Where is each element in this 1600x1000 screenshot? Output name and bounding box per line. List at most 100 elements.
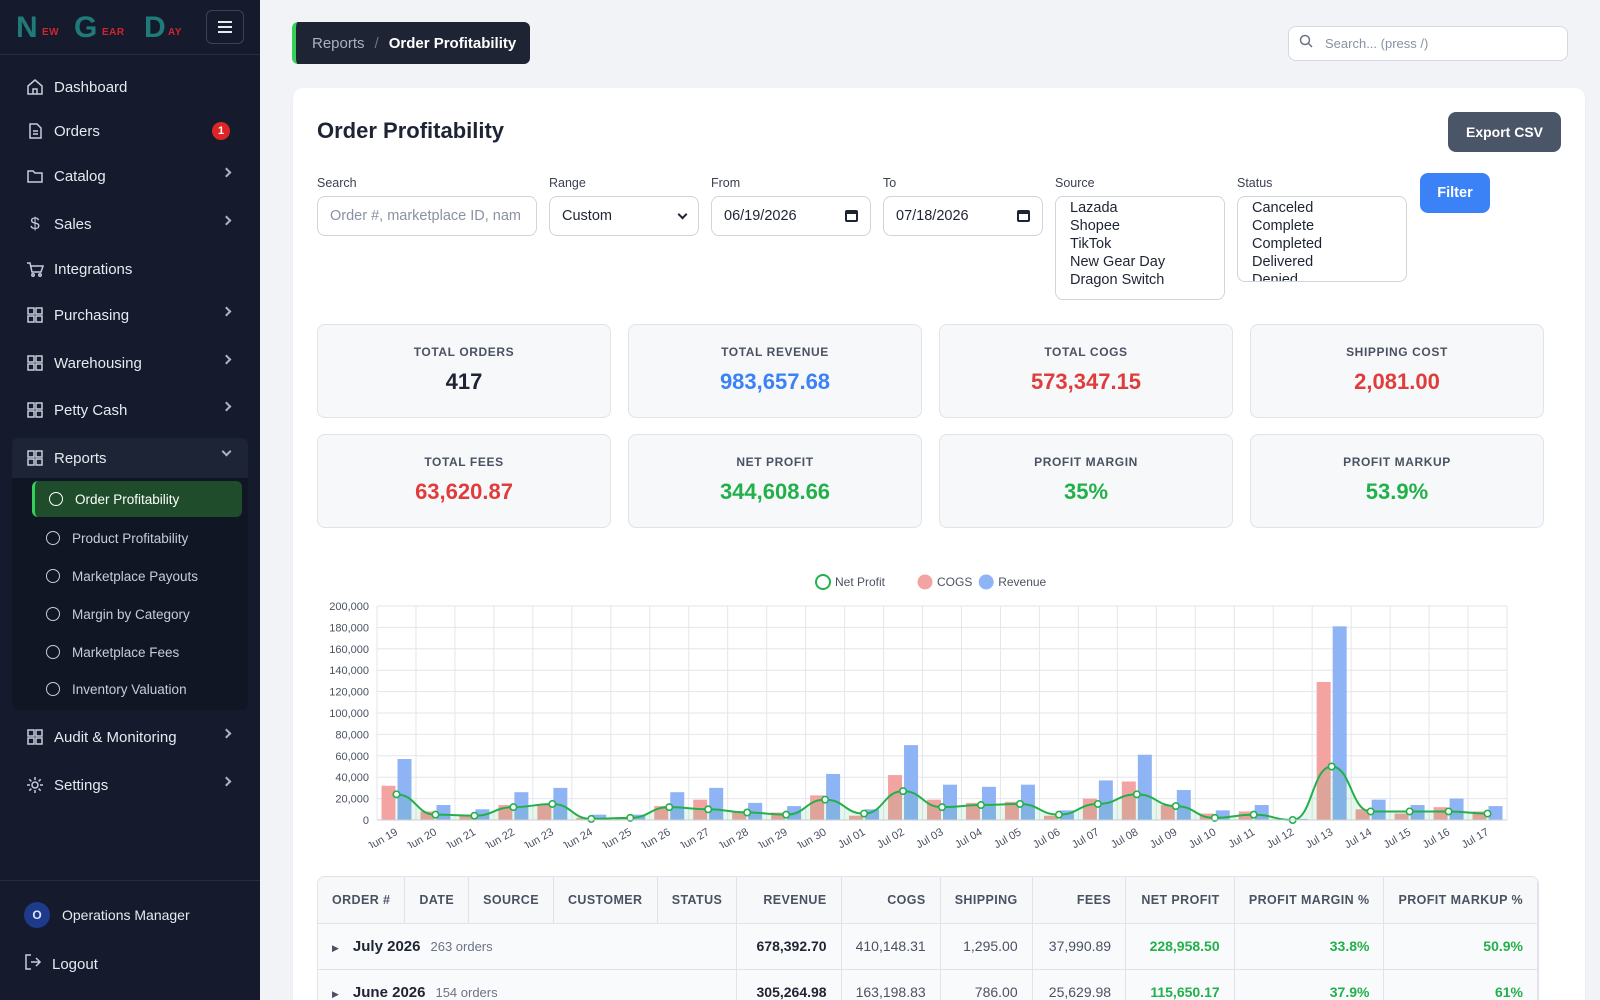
kpi-total-fees: TOTAL FEES 63,620.87 [317,434,611,528]
kpi-label: TOTAL ORDERS [413,345,515,359]
source-option[interactable]: Lazada [1070,200,1118,216]
col-profit-markup[interactable]: PROFIT MARKUP % [1383,877,1538,924]
col-source[interactable]: SOURCE [468,877,554,924]
calendar-icon[interactable] [845,210,858,222]
net-profit-point [626,813,635,822]
search-icon [1299,34,1313,53]
col-net-profit[interactable]: NET PROFIT [1125,877,1235,924]
sidebar-item-purchasing[interactable]: Purchasing [12,295,248,335]
sidebar-item-reports[interactable]: Reports [12,438,248,478]
circle-icon [46,569,60,583]
status-option[interactable]: Denied [1252,272,1298,282]
global-search-input[interactable] [1325,36,1545,51]
source-label: Source [1055,176,1095,190]
folder-icon [26,167,44,185]
to-date-input[interactable]: 07/18/2026 [883,196,1043,236]
x-tick-label: Jul 08 [1109,826,1140,848]
source-option[interactable]: Shopee [1070,218,1120,234]
x-tick-label: Jul 05 [992,826,1023,848]
status-option[interactable]: Completed [1252,236,1323,252]
col-profit-margin[interactable]: PROFIT MARGIN % [1234,877,1385,924]
bar-revenue [709,787,724,820]
orders-table: ORDER # DATE SOURCE CUSTOMER STATUS REVE… [317,876,1539,1000]
expand-triangle-icon[interactable]: ▶ [332,942,339,953]
submenu-item-product-profitability[interactable]: Product Profitability [32,520,242,556]
bar-revenue [748,802,763,820]
user-profile[interactable]: O Operations Manager [24,902,190,928]
kpi-value: 983,657.68 [719,369,831,394]
net-profit-point [976,801,985,810]
x-tick-label: Jul 03 [914,826,945,848]
legend-label: COGS [937,575,972,589]
kpi-value: 35% [1063,479,1109,504]
net-profit-point [1054,810,1063,819]
table-group-row[interactable]: ▶ July 2026 263 orders 678,392.70 410,148.… [318,923,1538,970]
cell-fees: 25,629.98 [1032,969,1127,1000]
net-profit-point [704,805,713,814]
logout-link[interactable]: Logout [24,953,98,975]
from-date-value: 06/19/2026 [724,208,797,224]
sidebar-item-integrations[interactable]: Integrations [12,249,248,289]
net-profit-point [821,795,830,804]
status-option[interactable]: Complete [1252,218,1315,234]
y-tick-label: 160,000 [329,644,369,656]
from-date-input[interactable]: 06/19/2026 [711,196,871,236]
col-customer[interactable]: CUSTOMER [553,877,658,924]
sidebar-item-label: Catalog [54,167,106,185]
bar-revenue [1332,626,1347,820]
col-revenue[interactable]: REVENUE [736,877,842,924]
menu-toggle-button[interactable] [206,10,244,44]
bar-revenue [1059,810,1074,820]
source-option[interactable]: New Gear Day [1070,254,1166,270]
global-search[interactable] [1288,26,1568,61]
submenu-item-order-profitability[interactable]: Order Profitability [32,481,242,517]
group-count: 154 orders [435,984,498,1000]
export-csv-button[interactable]: Export CSV [1447,112,1561,152]
calendar-icon[interactable] [1017,210,1030,222]
range-select[interactable]: Custom [549,196,699,236]
submenu-item-marketplace-payouts[interactable]: Marketplace Payouts [32,558,242,594]
x-tick-label: Jul 01 [836,826,867,848]
kpi-net-profit: NET PROFIT 344,608.66 [628,434,922,528]
net-profit-point [587,814,596,823]
status-option[interactable]: Delivered [1252,254,1314,270]
breadcrumb-parent[interactable]: Reports [312,34,365,52]
sidebar-item-orders[interactable]: Orders 1 [12,111,248,151]
net-profit-point [509,803,518,812]
group-cell[interactable]: ▶ June 2026 154 orders [318,969,738,1000]
brand-logo[interactable]: N EW G EAR D AY [16,12,196,44]
filter-button[interactable]: Filter [1420,173,1490,213]
status-option[interactable]: Canceled [1252,200,1314,216]
kpi-label: PROFIT MARGIN [1034,455,1138,469]
expand-triangle-icon[interactable]: ▶ [332,988,339,999]
y-tick-label: 0 [363,815,369,827]
net-profit-point [1444,807,1453,816]
source-option[interactable]: TikTok [1070,236,1112,252]
sidebar-item-petty-cash[interactable]: Petty Cash [12,390,248,430]
submenu-item-marketplace-fees[interactable]: Marketplace Fees [32,634,242,670]
col-cogs[interactable]: COGS [841,877,941,924]
sidebar-item-audit-monitoring[interactable]: Audit & Monitoring [12,717,248,757]
col-shipping[interactable]: SHIPPING [940,877,1033,924]
circle-icon [46,531,60,545]
bar-cogs [1433,807,1448,820]
sidebar-item-sales[interactable]: $ Sales [12,204,248,244]
net-profit-point [470,811,479,820]
col-date[interactable]: DATE [404,877,470,924]
group-cell[interactable]: ▶ July 2026 263 orders [318,923,738,970]
col-fees[interactable]: FEES [1032,877,1127,924]
status-listbox[interactable]: Canceled Complete Completed Delivered De… [1237,196,1407,282]
sidebar-item-dashboard[interactable]: Dashboard [12,67,248,107]
source-listbox[interactable]: Lazada Shopee TikTok New Gear Day Dragon… [1055,196,1225,300]
table-group-row[interactable]: ▶ June 2026 154 orders 305,264.98 163,198.… [318,969,1538,1000]
sidebar-item-settings[interactable]: Settings [12,765,248,805]
sidebar-item-catalog[interactable]: Catalog [12,156,248,196]
x-tick-label: Jul 13 [1304,826,1335,848]
col-order[interactable]: ORDER # [318,877,406,924]
submenu-item-inventory-valuation[interactable]: Inventory Valuation [32,671,242,707]
search-input[interactable]: Order #, marketplace ID, nam [317,196,537,236]
col-status[interactable]: STATUS [657,877,738,924]
source-option[interactable]: Dragon Switch [1070,272,1165,288]
submenu-item-margin-by-category[interactable]: Margin by Category [32,596,242,632]
sidebar-item-warehousing[interactable]: Warehousing [12,343,248,383]
